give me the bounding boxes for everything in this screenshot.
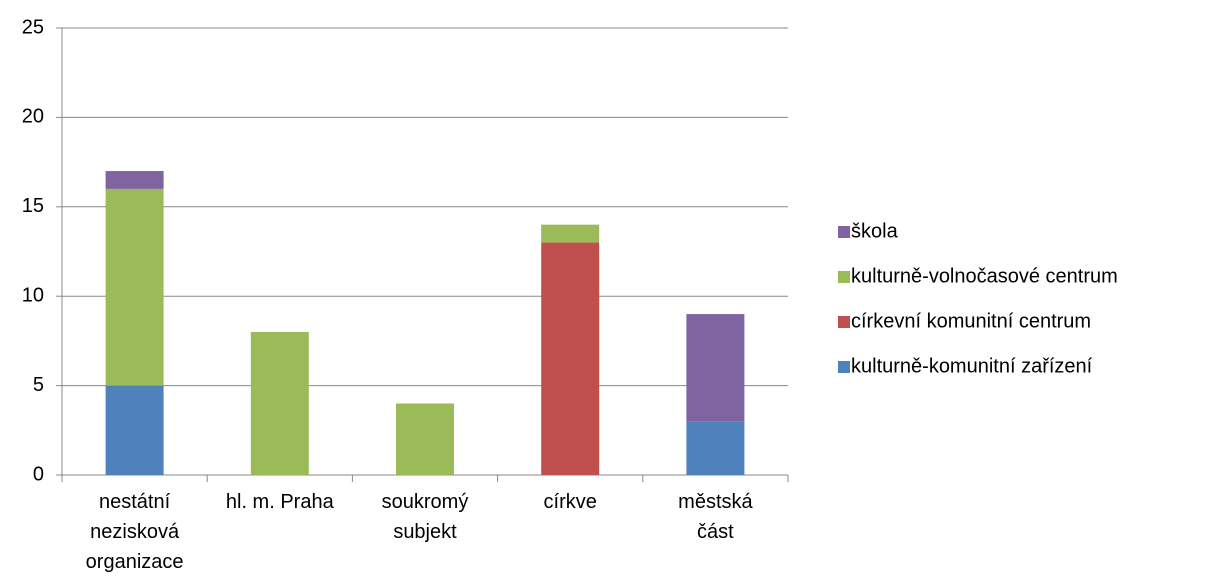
bar-segment [105,188,164,386]
x-tick-label: městská část [678,491,753,543]
bar-segment [541,224,600,243]
y-tick-label: 25 [22,16,44,38]
legend-swatch [838,271,850,283]
bar-segment [686,314,745,422]
legend-label: kulturně-volnočasové centrum [851,265,1118,287]
bar-segment [686,421,745,475]
x-tick-label: nestátní nezisková organizace [86,491,184,573]
legend-swatch [838,361,850,373]
bar-segment [541,242,600,475]
y-tick-label: 15 [22,195,44,217]
x-tick-label: církve [544,491,597,513]
bar-segment [105,171,164,189]
y-tick-label: 0 [33,463,44,485]
legend-label: kulturně-komunitní zařízení [851,355,1093,377]
x-tick-label: soukromý subjekt [382,491,469,543]
bar-segment [105,385,164,475]
bar-segment [396,403,454,475]
y-tick-label: 5 [33,374,44,396]
legend-swatch [838,316,850,328]
legend-label: škola [851,220,899,242]
bar-segment [250,331,309,475]
y-tick-label: 20 [22,106,44,128]
y-tick-label: 10 [22,284,44,306]
legend-swatch [838,226,850,238]
x-tick-label: hl. m. Praha [226,491,335,513]
legend-label: církevní komunitní centrum [851,310,1091,332]
